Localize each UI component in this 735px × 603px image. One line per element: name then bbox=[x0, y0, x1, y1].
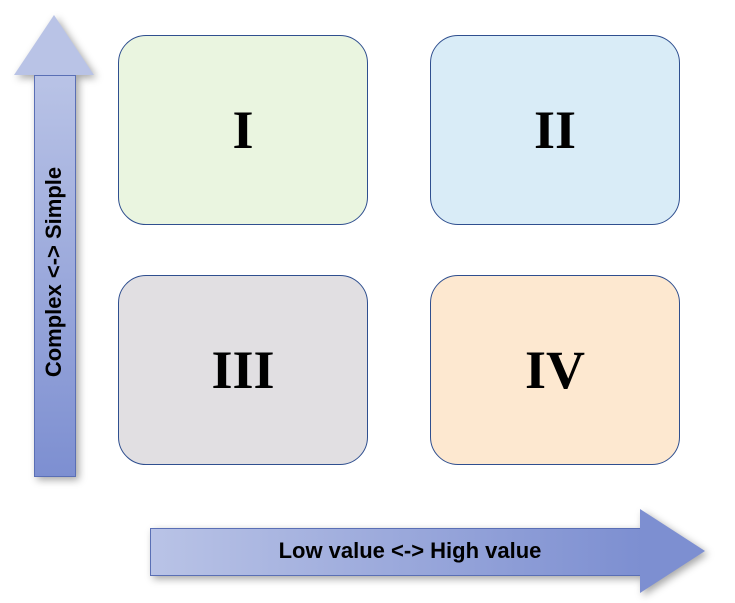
y-axis-label: Complex <-> Simple bbox=[41, 72, 67, 472]
quadrant-3-label: III bbox=[211, 339, 274, 401]
quadrant-1: I bbox=[118, 35, 368, 225]
quadrant-3: III bbox=[118, 275, 368, 465]
x-axis-label: Low value <-> High value bbox=[210, 538, 610, 564]
quadrant-1-label: I bbox=[232, 99, 253, 161]
quadrant-4-label: IV bbox=[525, 339, 585, 401]
quadrant-4: IV bbox=[430, 275, 680, 465]
quadrant-2: II bbox=[430, 35, 680, 225]
quadrant-2-label: II bbox=[534, 99, 576, 161]
quadrant-diagram: Complex <-> Simple I II III IV Low value… bbox=[0, 0, 735, 603]
